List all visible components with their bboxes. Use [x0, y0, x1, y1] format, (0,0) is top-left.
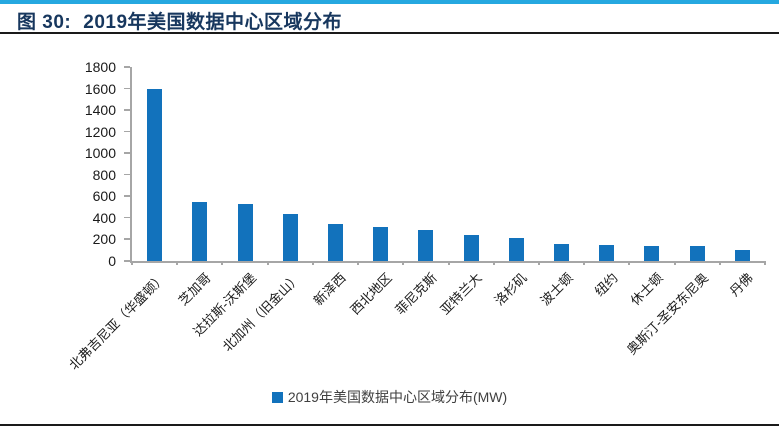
x-axis-label: 西北地区 — [347, 270, 395, 318]
figure-title-text: 2019年美国数据中心区域分布 — [83, 12, 343, 33]
x-axis-label: 丹佛 — [727, 270, 757, 300]
y-axis-tick-label: 0 — [108, 253, 116, 269]
legend-label: 2019年美国数据中心区域分布(MW) — [287, 389, 508, 405]
bar — [147, 88, 163, 261]
x-axis-tick — [583, 261, 586, 265]
bottom-divider — [0, 424, 779, 426]
legend: 2019年美国数据中心区域分布(MW) — [0, 387, 779, 407]
bar — [327, 224, 343, 261]
y-axis-tick — [124, 238, 130, 240]
x-axis-tick — [311, 261, 314, 265]
bar — [508, 238, 524, 261]
title-divider — [0, 32, 779, 34]
x-axis-label: 北加州（旧金山） — [219, 270, 304, 355]
y-axis-tick-label: 1600 — [84, 80, 116, 97]
x-axis-label: 北弗吉尼亚（华盛顿） — [65, 270, 169, 373]
bar — [644, 245, 660, 261]
y-axis-tick-label: 400 — [92, 209, 116, 226]
x-axis-tick — [402, 261, 405, 265]
bar — [554, 243, 570, 261]
x-axis-label: 纽约 — [591, 270, 621, 300]
x-axis-tick — [131, 261, 133, 265]
x-axis-tick — [718, 261, 721, 265]
y-axis-tick — [124, 87, 130, 90]
y-axis-tick — [124, 173, 130, 176]
y-axis-tick — [124, 195, 130, 197]
y-axis-tick — [124, 216, 130, 219]
x-axis-label: 芝加哥 — [175, 270, 214, 309]
y-axis-tick — [124, 109, 130, 111]
y-axis-tick — [124, 130, 130, 133]
y-axis-tick-label: 1000 — [84, 145, 116, 162]
bar — [599, 244, 615, 261]
plot-area — [130, 67, 766, 265]
y-axis-tick-label: 1200 — [84, 123, 116, 140]
top-accent-bar — [0, 0, 779, 4]
y-axis-tick — [124, 66, 130, 68]
bar — [463, 235, 479, 261]
bar — [689, 245, 705, 261]
y-axis-tick-label: 1400 — [84, 102, 116, 119]
x-axis-tick — [764, 261, 766, 265]
x-axis-tick — [492, 261, 495, 265]
bar — [237, 203, 253, 261]
y-axis-tick — [124, 260, 130, 262]
x-axis-tick — [673, 261, 676, 265]
x-axis-tick — [357, 261, 360, 265]
bar — [373, 227, 389, 261]
x-axis-tick — [221, 261, 224, 265]
x-axis-label: 菲尼克斯 — [392, 270, 440, 318]
x-axis-label: 新泽西 — [311, 270, 350, 309]
x-axis-label: 奥斯汀-圣安东尼奥 — [623, 270, 711, 358]
x-axis-label: 亚特兰大 — [437, 270, 485, 318]
y-axis-tick-label: 1800 — [84, 59, 116, 75]
figure-title: 图 30: 2019年美国数据中心区域分布 — [17, 7, 342, 34]
x-axis-label: 休士顿 — [627, 270, 666, 309]
x-axis-label: 洛杉矶 — [491, 270, 531, 309]
y-axis-tick — [124, 152, 130, 154]
bar — [192, 201, 208, 261]
x-axis-tick — [266, 261, 269, 265]
legend-swatch — [271, 391, 283, 403]
bar — [282, 213, 298, 261]
x-axis-tick — [176, 261, 179, 265]
y-axis-tick-label: 800 — [92, 166, 116, 183]
x-axis-tick — [447, 261, 450, 265]
y-axis-tick-label: 600 — [92, 188, 116, 205]
y-axis-tick-label: 200 — [92, 231, 116, 248]
figure-number-label: 图 30: — [17, 12, 72, 33]
x-axis-tick — [537, 261, 540, 265]
x-axis-tick — [628, 261, 631, 265]
bar — [734, 249, 750, 261]
bar — [418, 230, 434, 261]
x-axis-label: 波士顿 — [537, 270, 576, 309]
